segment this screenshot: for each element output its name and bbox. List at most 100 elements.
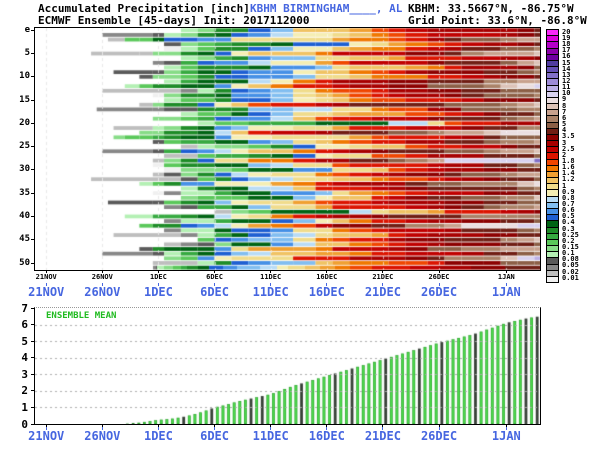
legend-swatch [547, 239, 558, 247]
legend-value: 6 [562, 113, 567, 122]
legend-value: 0.05 [562, 261, 579, 270]
member-y-label: 25 [19, 141, 30, 152]
member-y-tick [31, 76, 35, 78]
legend-value: 1 [562, 181, 567, 190]
x-date-label: 26NOV [84, 285, 121, 299]
x-date-label: 16DEC [308, 429, 345, 443]
legend-value: 10 [562, 89, 571, 98]
member-y-tick [31, 215, 35, 217]
legend-value: 15 [562, 58, 571, 67]
legend-swatch [547, 264, 558, 271]
x-tick [157, 270, 159, 273]
legend-value: 4 [562, 126, 567, 135]
legend-swatch [547, 221, 558, 228]
ensemble-mean-plot [34, 307, 541, 425]
member-y-tick [31, 122, 35, 124]
x-tick-blue [214, 427, 216, 430]
x-tick [326, 270, 328, 273]
legend-swatch [547, 184, 558, 191]
x-date-label-small: 16DEC [316, 273, 338, 281]
legend-swatch [547, 190, 558, 197]
legend-value: 1.2 [562, 175, 575, 184]
x-tick [101, 270, 103, 273]
legend-value: 9 [562, 95, 567, 104]
mean-y-tick [31, 373, 35, 375]
legend-swatch [547, 215, 558, 222]
x-tick-blue [505, 283, 507, 286]
ensemble-members-plot [34, 27, 541, 271]
legend-swatch [547, 208, 558, 216]
x-tick-blue [45, 427, 47, 430]
legend-value: 0.08 [562, 255, 579, 264]
member-y-label: 10 [19, 71, 30, 82]
x-date-label: 16DEC [308, 285, 345, 299]
x-tick [101, 424, 103, 427]
legend-value: 0.7 [562, 199, 575, 208]
legend-swatch [547, 104, 558, 111]
station-name: KBHM BIRMINGHAM____, AL [250, 2, 403, 15]
legend-swatch [547, 79, 558, 86]
member-y-label: 5 [24, 48, 30, 59]
x-tick [505, 270, 507, 273]
x-date-label: 21NOV [28, 429, 65, 443]
x-tick [45, 270, 47, 273]
x-date-label-small: 21NOV [35, 273, 57, 281]
member-y-tick [31, 146, 35, 148]
legend-swatch [547, 147, 558, 154]
x-date-label: 26DEC [420, 429, 458, 443]
legend-value: 0.2 [562, 236, 575, 245]
x-date-label: 21DEC [364, 429, 401, 443]
x-tick-blue [157, 283, 159, 286]
grid-point-line: Grid Point: 33.6°N, -86.8°W [408, 14, 587, 27]
legend-value: 0.3 [562, 224, 575, 233]
legend-value: 3.5 [562, 132, 575, 141]
x-date-label: 6DEC [200, 285, 229, 299]
legend-swatch [547, 48, 558, 55]
x-tick [382, 424, 384, 427]
x-tick [438, 270, 440, 273]
x-tick-blue [326, 283, 328, 286]
legend-value: 13 [562, 70, 571, 79]
mean-y-label: 2 [21, 384, 28, 398]
x-date-label-small: 1JAN [497, 273, 515, 281]
legend-swatch [547, 159, 558, 166]
legend-swatch [547, 97, 558, 105]
x-date-label: 1DEC [143, 429, 173, 443]
legend-swatch [547, 196, 558, 203]
legend-swatch [547, 73, 558, 80]
x-tick-blue [326, 427, 328, 430]
legend-value: 7 [562, 107, 567, 116]
member-y-label: 35 [19, 187, 30, 198]
x-date-label-small: 1DEC [150, 273, 167, 281]
legend-value: 12 [562, 77, 571, 86]
legend-swatch [547, 233, 558, 240]
member-y-label: 30 [19, 164, 30, 175]
legend-value: 17 [562, 46, 571, 55]
legend-value: 0.15 [562, 242, 579, 251]
legend-swatch [547, 270, 558, 277]
legend-value: 5 [562, 120, 567, 129]
x-date-label-small: 21DEC [372, 273, 394, 281]
x-date-label: 21DEC [364, 285, 401, 299]
mean-y-label: 4 [21, 351, 28, 365]
member-y-label: 40 [19, 210, 30, 221]
x-tick-blue [505, 427, 507, 430]
x-tick-blue [157, 427, 159, 430]
x-tick-blue [101, 283, 103, 286]
x-tick [270, 424, 272, 427]
legend-value: 1.6 [562, 163, 575, 172]
x-date-label-small: 6DEC [206, 273, 223, 281]
x-tick [270, 270, 272, 273]
x-date-label: 1JAN [491, 429, 521, 443]
legend-swatch [547, 91, 558, 98]
legend-swatch [547, 252, 558, 259]
legend-swatch [547, 178, 558, 185]
x-tick [438, 424, 440, 427]
legend-swatch [547, 116, 558, 123]
legend-swatch [547, 30, 558, 37]
member-y-tick [31, 239, 35, 241]
x-tick-blue [45, 283, 47, 286]
x-date-label-small: 11DEC [260, 273, 282, 281]
member-y-tick [31, 169, 35, 171]
